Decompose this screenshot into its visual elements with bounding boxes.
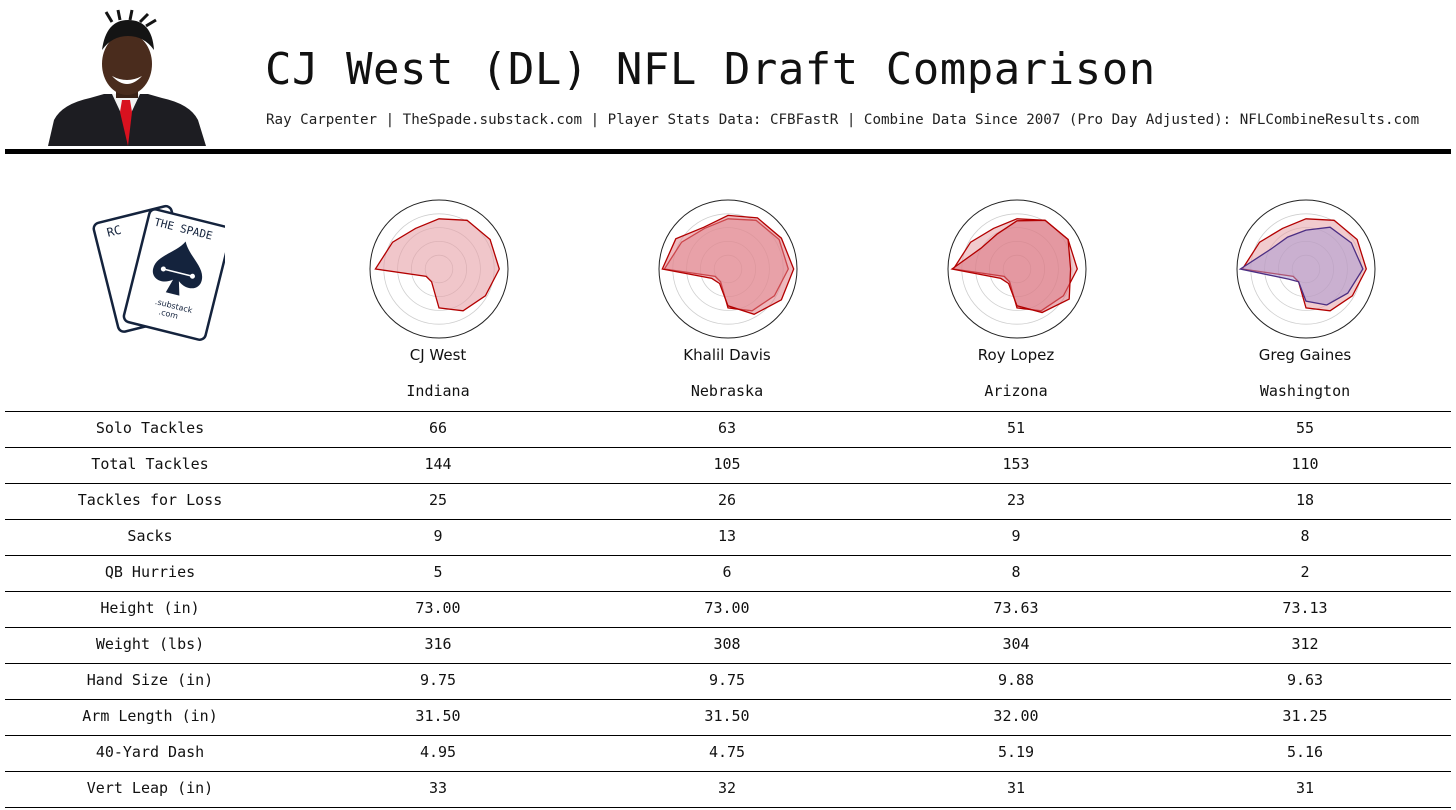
table-cell: 8 (1011, 563, 1021, 581)
table-cell: 9.75 (419, 671, 457, 689)
header: CJ West (DL) NFL Draft Comparison Ray Ca… (0, 0, 1456, 150)
table-row: Height (in) 73.00 73.00 73.63 73.13 (5, 591, 1451, 627)
table-cell: 153 (1002, 455, 1030, 473)
player-school: Arizona (984, 382, 1048, 400)
row-label: QB Hurries (104, 563, 196, 581)
table-cell: 6 (722, 563, 732, 581)
table-cell: 73.63 (993, 599, 1039, 617)
table-cell: 9.75 (708, 671, 746, 689)
player-school: Washington (1259, 382, 1351, 400)
table-cell: 73.00 (415, 599, 461, 617)
row-label: Weight (lbs) (95, 635, 205, 653)
radar-series-player (374, 218, 501, 312)
table-cell: 105 (713, 455, 741, 473)
table-cell: 110 (1291, 455, 1319, 473)
table-cell: 31.50 (415, 707, 461, 725)
table-cell: 13 (717, 527, 737, 545)
row-label: Vert Leap (in) (86, 779, 214, 797)
table-cell: 304 (1002, 635, 1030, 653)
table-cell: 5.19 (997, 743, 1035, 761)
table-row: Hand Size (in) 9.75 9.75 9.88 9.63 (5, 663, 1451, 699)
radar-chart-2 (658, 199, 798, 339)
player-name: Greg Gaines (1258, 346, 1352, 364)
table-cell: 31.50 (704, 707, 750, 725)
page-subtitle: Ray Carpenter | TheSpade.substack.com | … (266, 112, 1420, 128)
table-cell: 9.63 (1286, 671, 1324, 689)
radar-chart-4 (1236, 199, 1376, 339)
logo-left-card-text: RC (105, 223, 122, 240)
radar-outer-ring (658, 199, 798, 339)
table-cell: 308 (713, 635, 741, 653)
row-label: Sacks (127, 527, 173, 545)
table-cell: 55 (1295, 419, 1315, 437)
table-row: Weight (lbs) 316 308 304 312 (5, 627, 1451, 663)
table-cell: 25 (428, 491, 448, 509)
player-school: Indiana (406, 382, 470, 400)
row-label: 40-Yard Dash (95, 743, 205, 761)
row-label: Hand Size (in) (86, 671, 214, 689)
table-cell: 32 (717, 779, 737, 797)
row-label: Total Tackles (91, 455, 209, 473)
table-cell: 4.95 (419, 743, 457, 761)
player-name: CJ West (409, 346, 467, 364)
player-name: Roy Lopez (977, 346, 1055, 364)
radar-series-player (950, 219, 1072, 314)
row-label: Arm Length (in) (82, 707, 218, 725)
table-cell: 316 (424, 635, 452, 653)
table-cell: 144 (424, 455, 452, 473)
radar-outer-ring (947, 199, 1087, 339)
table-row: Arm Length (in) 31.50 31.50 32.00 31.25 (5, 699, 1451, 735)
table-cell: 312 (1291, 635, 1319, 653)
table-cell: 9 (1011, 527, 1021, 545)
table-cell: 23 (1006, 491, 1026, 509)
player-photo (48, 9, 206, 146)
table-cell: 73.00 (704, 599, 750, 617)
table-cell: 8 (1300, 527, 1310, 545)
table-cell: 31 (1006, 779, 1026, 797)
table-cell: 9 (433, 527, 443, 545)
radar-chart-3 (947, 199, 1087, 339)
header-divider (5, 149, 1451, 154)
player-name: Khalil Davis (683, 346, 771, 364)
table-cell: 63 (717, 419, 737, 437)
row-label: Height (in) (100, 599, 200, 617)
table-row: QB Hurries 5 6 8 2 (5, 555, 1451, 591)
spade-logo: RC THE SPADE .substack .com (92, 204, 225, 341)
table-cell: 5 (433, 563, 443, 581)
table-row: Sacks 9 13 9 8 (5, 519, 1451, 555)
player-school: Nebraska (690, 382, 764, 400)
table-cell: 9.88 (997, 671, 1035, 689)
table-cell: 32.00 (993, 707, 1039, 725)
table-cell: 73.13 (1282, 599, 1328, 617)
radar-chart-1 (369, 199, 509, 339)
radar-outer-ring (1236, 199, 1376, 339)
table-cell: 31.25 (1282, 707, 1328, 725)
radar-series-player (1238, 226, 1364, 306)
table-row: Vert Leap (in) 33 32 31 31 (5, 771, 1451, 808)
table-cell: 2 (1300, 563, 1310, 581)
row-label: Tackles for Loss (77, 491, 223, 509)
radar-outer-ring (369, 199, 509, 339)
table-cell: 5.16 (1286, 743, 1324, 761)
table-row: Solo Tackles 66 63 51 55 (5, 411, 1451, 447)
page-title: CJ West (DL) NFL Draft Comparison (265, 44, 1156, 95)
table-cell: 66 (428, 419, 448, 437)
radar-series-player (661, 214, 795, 316)
table-row: Tackles for Loss 25 26 23 18 (5, 483, 1451, 519)
table-cell: 18 (1295, 491, 1315, 509)
table-cell: 51 (1006, 419, 1026, 437)
table-row: 40-Yard Dash 4.95 4.75 5.19 5.16 (5, 735, 1451, 771)
table-cell: 33 (428, 779, 448, 797)
row-label: Solo Tackles (95, 419, 205, 437)
table-cell: 4.75 (708, 743, 746, 761)
table-cell: 31 (1295, 779, 1315, 797)
table-cell: 26 (717, 491, 737, 509)
table-row: Total Tackles 144 105 153 110 (5, 447, 1451, 483)
